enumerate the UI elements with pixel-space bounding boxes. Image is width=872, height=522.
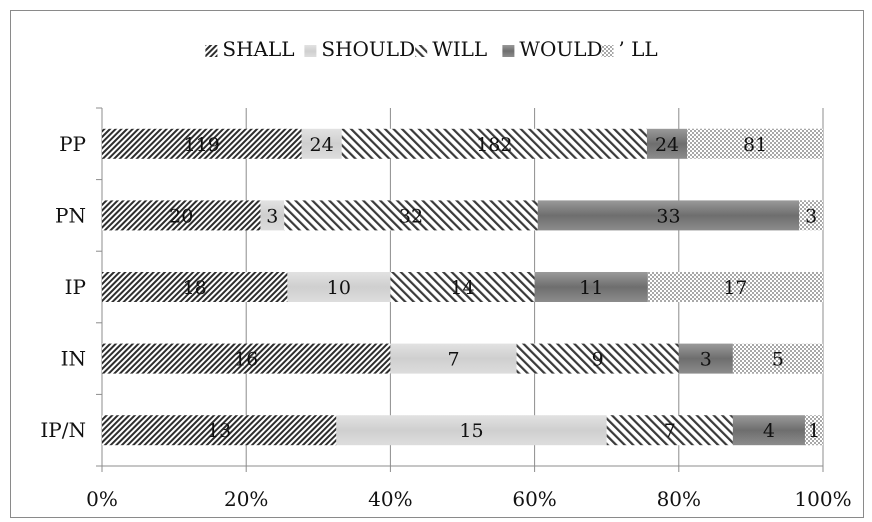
- bar-segment: [687, 128, 823, 159]
- legend-swatch: [601, 45, 614, 57]
- legend-swatch: [502, 45, 515, 57]
- data-label: 14: [450, 277, 474, 299]
- bar-segment: [537, 200, 800, 231]
- data-label: 4: [763, 420, 775, 442]
- data-label: 1: [808, 420, 820, 442]
- category-label: IP/N: [40, 418, 86, 442]
- data-label: 182: [476, 134, 512, 156]
- x-tick-label: 20%: [224, 487, 268, 511]
- data-label: 15: [459, 420, 483, 442]
- bar-segment: [646, 128, 688, 159]
- bar-segment: [804, 415, 823, 446]
- legend-label: SHOULD: [321, 37, 415, 61]
- legend-label: ’ LL: [618, 37, 657, 61]
- x-tick-label: 40%: [368, 487, 412, 511]
- data-label: 13: [207, 420, 231, 442]
- bar-segment: [287, 272, 391, 302]
- legend-swatch: [205, 45, 218, 57]
- legend-swatch: [415, 45, 428, 57]
- bar-segment: [647, 272, 823, 302]
- x-tick-label: 0%: [86, 487, 118, 511]
- bar-segment: [102, 128, 302, 159]
- bar-segment: [284, 200, 538, 231]
- data-label: 17: [723, 277, 747, 299]
- data-label: 119: [184, 134, 220, 156]
- data-label: 32: [399, 205, 423, 227]
- x-tick-label: 60%: [512, 487, 556, 511]
- bar-segment: [516, 343, 679, 374]
- category-label: IN: [61, 347, 86, 371]
- data-label: 3: [700, 349, 712, 371]
- bar-segment: [341, 128, 647, 159]
- bar-segment: [390, 343, 517, 374]
- bar-segment: [336, 415, 607, 446]
- x-tick-label: 80%: [657, 487, 701, 511]
- category-label: PN: [55, 203, 86, 227]
- legend-label: WILL: [432, 37, 487, 61]
- data-label: 7: [664, 420, 676, 442]
- data-label: 3: [266, 205, 278, 227]
- data-label: 16: [234, 349, 258, 371]
- category-label: IP: [65, 275, 86, 299]
- bar-segment: [390, 272, 535, 302]
- bar-segment: [102, 343, 391, 374]
- data-label: 7: [447, 349, 459, 371]
- data-label: 3: [805, 205, 817, 227]
- data-label: 5: [772, 349, 784, 371]
- bar-segment: [102, 272, 288, 302]
- bar-segment: [102, 415, 337, 446]
- data-label: 81: [743, 134, 767, 156]
- legend-swatch: [304, 45, 317, 57]
- bar-segment: [678, 343, 733, 374]
- bar-segment: [606, 415, 733, 446]
- data-label: 33: [656, 205, 680, 227]
- bar-segment: [732, 415, 805, 446]
- bar-segment: [260, 200, 285, 231]
- data-label: 24: [655, 134, 679, 156]
- bar-segment: [102, 200, 261, 231]
- bar-segment: [534, 272, 648, 302]
- x-tick-label: 100%: [794, 487, 851, 511]
- bar-segment: [732, 343, 823, 374]
- data-label: 10: [327, 277, 351, 299]
- data-label: 18: [183, 277, 207, 299]
- data-label: 9: [592, 349, 604, 371]
- legend-label: SHALL: [222, 37, 294, 61]
- data-label: 11: [579, 277, 603, 299]
- bar-segment: [799, 200, 823, 231]
- category-label: PP: [59, 132, 86, 156]
- data-label: 24: [310, 134, 334, 156]
- bar-segment: [301, 128, 342, 159]
- legend-label: WOULD: [519, 37, 602, 61]
- data-label: 20: [169, 205, 193, 227]
